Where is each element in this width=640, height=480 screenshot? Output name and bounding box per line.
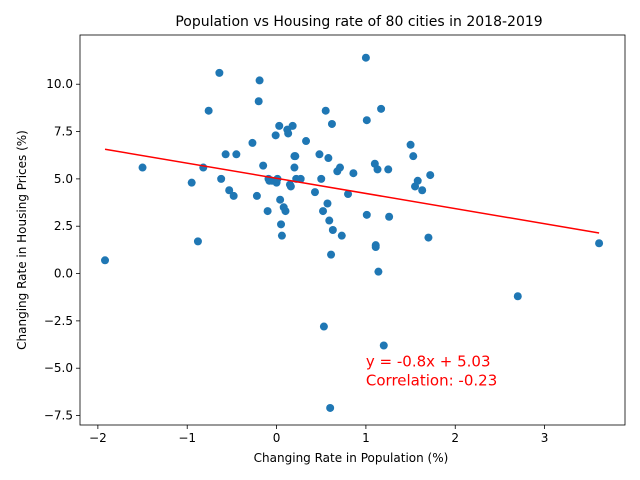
y-tick-label: 10.0 <box>46 77 73 91</box>
data-point <box>286 182 295 191</box>
data-point <box>319 207 328 216</box>
data-point <box>317 174 326 183</box>
data-point <box>290 163 299 172</box>
data-point <box>409 152 418 161</box>
chart-title: Population vs Housing rate of 80 cities … <box>175 14 542 30</box>
axes-frame <box>79 34 626 426</box>
data-point <box>344 190 353 199</box>
data-point <box>384 165 393 174</box>
data-point <box>288 121 297 130</box>
data-point <box>426 171 435 180</box>
data-point <box>315 150 324 159</box>
y-axis-label: Changing Rate in Housing Prices (%) <box>15 130 29 350</box>
data-point <box>291 152 300 161</box>
data-point <box>217 174 226 183</box>
data-point <box>323 199 332 208</box>
data-point <box>335 163 344 172</box>
data-point <box>362 210 371 219</box>
data-point <box>328 226 337 234</box>
data-point <box>229 191 238 200</box>
data-point <box>138 163 147 172</box>
data-point <box>377 104 386 113</box>
data-point <box>406 140 415 149</box>
data-point <box>361 53 370 62</box>
data-point <box>302 137 311 146</box>
x-tick-label: 0 <box>273 431 281 445</box>
y-tick-label: −2.5 <box>44 314 73 328</box>
data-point <box>248 138 257 147</box>
data-point <box>385 212 394 221</box>
data-point <box>271 131 280 140</box>
data-point <box>362 116 371 125</box>
data-point <box>232 150 241 159</box>
data-point <box>225 186 234 195</box>
data-point <box>374 267 383 276</box>
data-point <box>424 233 433 242</box>
y-tick-label: 2.5 <box>54 219 73 233</box>
x-tick-label: −2 <box>89 431 107 445</box>
data-point <box>204 106 213 115</box>
data-point <box>276 195 285 204</box>
data-point <box>337 231 346 240</box>
y-tick-label: 5.0 <box>54 172 73 186</box>
data-point <box>413 176 422 185</box>
data-point <box>275 121 284 130</box>
data-point <box>373 165 382 174</box>
y-tick-label: −7.5 <box>44 409 73 423</box>
data-point <box>252 191 261 200</box>
y-tick-label: 7.5 <box>54 125 73 139</box>
data-point <box>513 292 522 301</box>
x-tick-label: 1 <box>362 431 370 445</box>
data-point <box>221 150 230 159</box>
data-point <box>259 161 268 170</box>
regression-equation-annotation: y = -0.8x + 5.03 <box>366 352 491 370</box>
data-point <box>595 239 604 248</box>
data-point <box>277 220 286 229</box>
data-point <box>263 207 272 216</box>
correlation-annotation: Correlation: -0.23 <box>366 371 497 389</box>
x-tick-label: −1 <box>178 431 196 445</box>
data-point <box>327 250 336 259</box>
data-point <box>265 176 274 185</box>
data-point <box>187 178 196 187</box>
data-point <box>371 243 380 252</box>
x-tick-label: 3 <box>541 431 549 445</box>
data-point <box>284 129 293 138</box>
data-point <box>277 231 286 240</box>
data-point <box>255 76 264 85</box>
data-point <box>327 119 336 128</box>
data-point <box>319 322 328 331</box>
data-point <box>379 341 388 350</box>
data-point <box>325 216 334 225</box>
data-point <box>296 174 305 183</box>
data-point <box>281 207 290 216</box>
data-point <box>101 256 110 265</box>
data-point <box>254 97 263 106</box>
data-point <box>324 154 333 163</box>
plot-area: −2 −1 0 1 2 3 −7.5 −5.0 −2.5 0.0 2.5 5.0 7.5 10.0 <box>44 34 626 445</box>
data-point <box>326 403 335 412</box>
regression-line <box>104 148 600 234</box>
y-tick-label: 0.0 <box>54 267 73 281</box>
x-tick-label: 2 <box>451 431 459 445</box>
data-point <box>310 188 319 197</box>
data-point <box>349 169 358 178</box>
data-point <box>215 68 224 77</box>
y-tick-label: −5.0 <box>44 361 73 375</box>
data-point <box>418 186 427 195</box>
data-point <box>193 237 202 246</box>
data-point <box>321 106 330 115</box>
x-axis-label: Changing Rate in Population (%) <box>254 451 449 465</box>
